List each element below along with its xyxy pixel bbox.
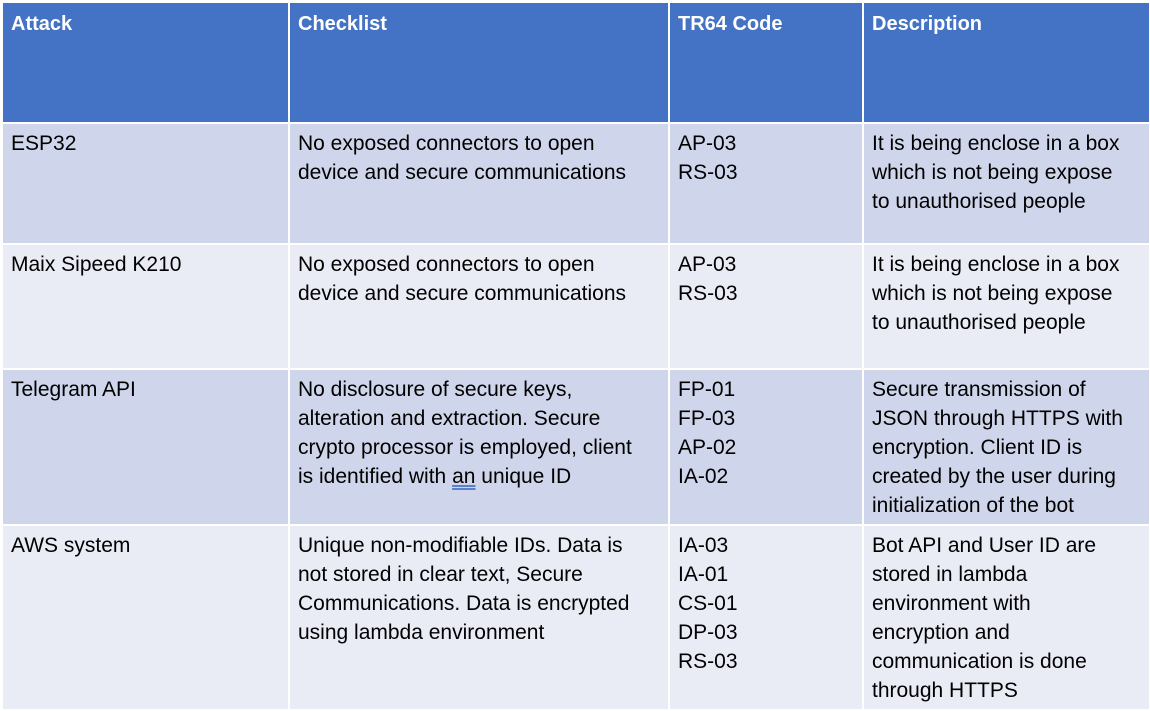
cell-checklist: No exposed connectors to open device and…	[288, 243, 670, 370]
checklist-fragment: is identified with	[298, 465, 447, 488]
description-line: stored in lambda	[872, 563, 1028, 586]
table-row-esp32: ESP32 No exposed connectors to open devi…	[1, 122, 1150, 245]
description-line: to unauthorised people	[872, 311, 1086, 334]
checklist-line: device and secure communications	[298, 161, 627, 184]
cell-attack: AWS system	[1, 524, 290, 711]
checklist-line: not stored in clear text, Secure	[298, 563, 583, 586]
description-line: to unauthorised people	[872, 190, 1086, 213]
checklist-underlined-word: an	[452, 465, 476, 488]
header-tr64-code: TR64 Code	[668, 1, 864, 124]
tr64-code: IA-02	[678, 465, 729, 488]
tr64-code: DP-03	[678, 621, 738, 644]
cell-description: Secure transmission of JSON through HTTP…	[862, 368, 1150, 526]
cell-attack: Telegram API	[1, 368, 290, 526]
description-line: JSON through HTTPS with	[872, 407, 1123, 430]
cell-description: It is being enclose in a box which is no…	[862, 243, 1150, 370]
tr64-code: IA-01	[678, 563, 729, 586]
checklist-line: alteration and extraction. Secure	[298, 407, 601, 430]
cell-tr64-code: AP-03 RS-03	[668, 122, 864, 245]
cell-tr64-code: AP-03 RS-03	[668, 243, 864, 370]
tr64-code: RS-03	[678, 282, 738, 305]
description-line: Bot API and User ID are	[872, 534, 1097, 557]
checklist-line: crypto processor is employed, client	[298, 436, 632, 459]
checklist-line: No disclosure of secure keys,	[298, 378, 573, 401]
description-line: It is being enclose in a box	[872, 132, 1120, 155]
description-line: Secure transmission of	[872, 378, 1086, 401]
table-header-row: Attack Checklist TR64 Code Description	[1, 1, 1150, 124]
description-line: initialization of the bot	[872, 494, 1074, 517]
tr64-code: AP-03	[678, 253, 737, 276]
description-line: encryption and	[872, 621, 1010, 644]
header-checklist: Checklist	[288, 1, 670, 124]
tr64-code: RS-03	[678, 161, 738, 184]
description-line: which is not being expose	[872, 282, 1113, 305]
cell-description: It is being enclose in a box which is no…	[862, 122, 1150, 245]
cell-attack: ESP32	[1, 122, 290, 245]
cell-attack: Maix Sipeed K210	[1, 243, 290, 370]
checklist-line: device and secure communications	[298, 282, 627, 305]
tr64-code: IA-03	[678, 534, 729, 557]
checklist-line: Unique non-modifiable IDs. Data is	[298, 534, 623, 557]
description-line: created by the user during	[872, 465, 1116, 488]
checklist-line: is identified with an unique ID	[298, 462, 660, 491]
description-line: communication is done	[872, 650, 1087, 673]
table-row-maix-sipeed: Maix Sipeed K210 No exposed connectors t…	[1, 243, 1150, 370]
cell-tr64-code: IA-03 IA-01 CS-01 DP-03 RS-03	[668, 524, 864, 711]
description-line: through HTTPS	[872, 679, 1018, 702]
cell-checklist: Unique non-modifiable IDs. Data is not s…	[288, 524, 670, 711]
description-line: It is being enclose in a box	[872, 253, 1120, 276]
header-description: Description	[862, 1, 1150, 124]
cell-tr64-code: FP-01 FP-03 AP-02 IA-02	[668, 368, 864, 526]
checklist-line: No exposed connectors to open	[298, 132, 595, 155]
tr64-code: RS-03	[678, 650, 738, 673]
cell-checklist: No disclosure of secure keys, alteration…	[288, 368, 670, 526]
header-attack: Attack	[1, 1, 290, 124]
description-line: encryption. Client ID is	[872, 436, 1083, 459]
checklist-fragment: unique ID	[481, 465, 572, 488]
cell-description: Bot API and User ID are stored in lambda…	[862, 524, 1150, 711]
tr64-code: AP-02	[678, 436, 737, 459]
tr64-code: AP-03	[678, 132, 737, 155]
cell-checklist: No exposed connectors to open device and…	[288, 122, 670, 245]
checklist-line: using lambda environment	[298, 621, 545, 644]
table-row-telegram-api: Telegram API No disclosure of secure key…	[1, 368, 1150, 526]
checklist-line: No exposed connectors to open	[298, 253, 595, 276]
tr64-code: CS-01	[678, 592, 738, 615]
tr64-code: FP-01	[678, 378, 736, 401]
description-line: environment with	[872, 592, 1031, 615]
description-line: which is not being expose	[872, 161, 1113, 184]
checklist-line: Communications. Data is encrypted	[298, 592, 630, 615]
table-row-aws-system: AWS system Unique non-modifiable IDs. Da…	[1, 524, 1150, 711]
tr64-code: FP-03	[678, 407, 736, 430]
